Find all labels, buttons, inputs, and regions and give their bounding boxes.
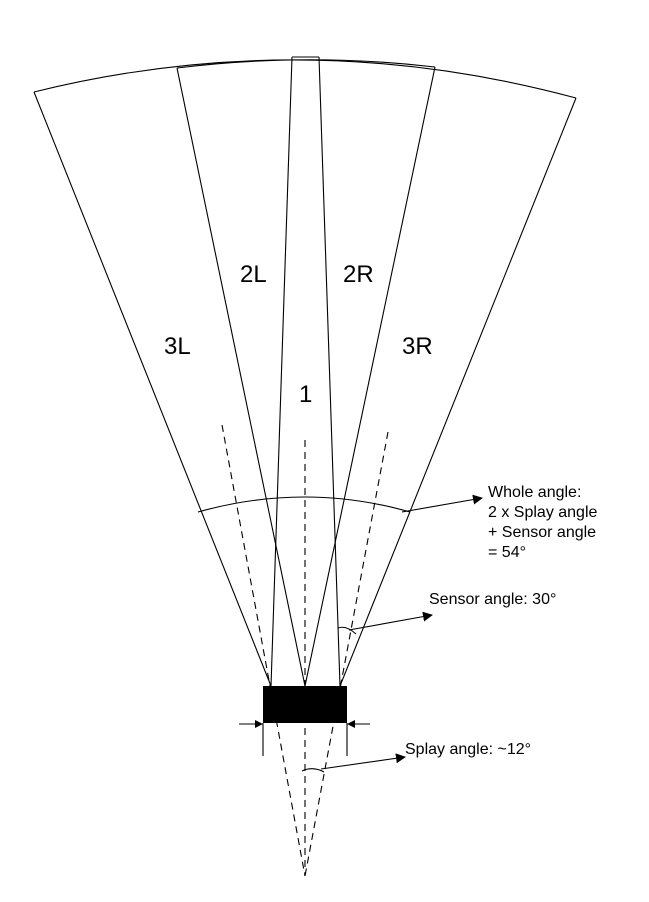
inner-zone-arc bbox=[176, 59, 436, 69]
whole-angle-arc bbox=[197, 496, 411, 513]
outer-arc bbox=[33, 59, 577, 99]
boundary-ray-1-right bbox=[318, 56, 341, 687]
sensor-block bbox=[263, 686, 347, 723]
dashed-centerline-left bbox=[221, 424, 306, 877]
splay-angle-leader-arrow bbox=[320, 753, 406, 770]
boundary-ray-1-left bbox=[270, 56, 293, 687]
zone-label-2R: 2R bbox=[343, 261, 374, 288]
zone-label-3L: 3L bbox=[164, 333, 191, 360]
sensor-angle-arc bbox=[337, 626, 357, 635]
boundary-ray-2L-outer bbox=[176, 67, 306, 687]
whole-angle-leader-arrow bbox=[401, 494, 483, 513]
splay-angle-arc bbox=[301, 768, 325, 773]
zone-label-1: 1 bbox=[299, 381, 312, 408]
boundary-ray-3R-outer bbox=[339, 97, 577, 687]
zone-label-3R: 3R bbox=[402, 333, 433, 360]
zone-label-2L: 2L bbox=[240, 261, 267, 288]
sensor-angle-leader-arrow bbox=[348, 611, 433, 631]
boundary-ray-2R-outer bbox=[304, 66, 436, 687]
dashed-centerline-right bbox=[304, 431, 389, 877]
splay-angle-label: Splay angle: ~12° bbox=[405, 741, 531, 758]
whole-angle-label: Whole angle: 2 x Splay angle + Sensor an… bbox=[488, 484, 602, 561]
boundary-ray-3L-outer bbox=[33, 91, 272, 687]
sensor-angle-label: Sensor angle: 30° bbox=[429, 591, 556, 608]
